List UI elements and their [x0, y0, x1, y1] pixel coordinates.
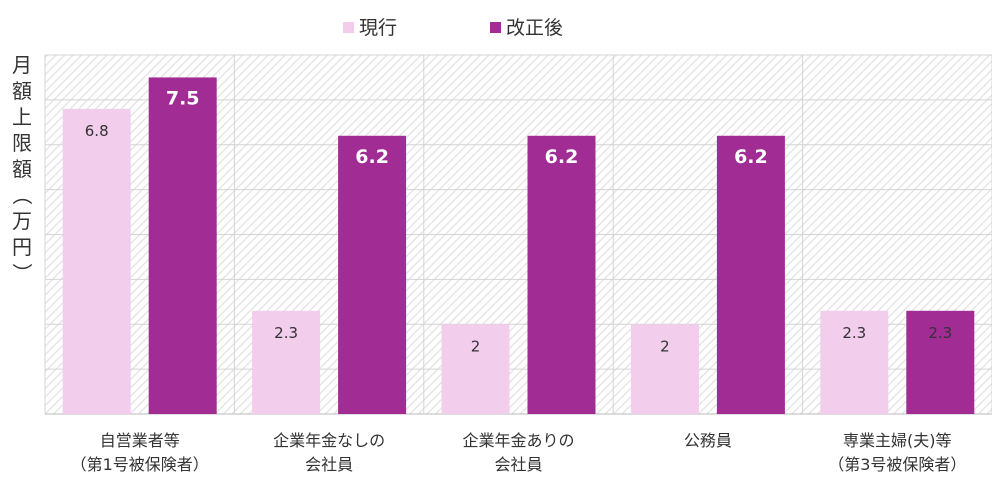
legend-label: 改正後 — [506, 17, 563, 39]
data-label: 7.5 — [166, 87, 200, 109]
x-tick-label: （第1号被保険者） — [71, 455, 209, 474]
y-axis-label-glyph: 額 — [12, 157, 32, 181]
y-axis-label-glyph: 額 — [12, 79, 32, 103]
x-tick-label: 企業年金なしの — [273, 431, 385, 450]
bar-current — [252, 310, 321, 414]
bar-current — [62, 108, 131, 414]
bar-current — [630, 324, 699, 414]
x-tick-label: 会社員 — [305, 455, 353, 474]
legend-label: 現行 — [359, 17, 397, 39]
data-label: 6.2 — [355, 146, 389, 168]
y-axis-label-glyph: 万 — [12, 209, 32, 233]
data-label: 2 — [471, 337, 481, 355]
y-axis-label-glyph: （ — [10, 185, 34, 205]
data-label: 6.8 — [85, 122, 109, 140]
bars — [62, 77, 975, 414]
bar-revised — [716, 135, 785, 414]
x-tick-label: 専業主婦(夫)等 — [843, 431, 952, 450]
legend-swatch — [490, 22, 501, 33]
bar-revised — [906, 310, 975, 414]
bar-current — [441, 324, 510, 414]
y-axis-label-glyph: ） — [10, 263, 34, 283]
bar-revised — [148, 77, 217, 414]
data-label: 2.3 — [928, 324, 952, 342]
x-tick-label: 自営業者等 — [100, 431, 180, 450]
y-axis-label-glyph: 月 — [12, 53, 32, 77]
value-labels: 6.8 7.5 2.3 6.2 2 6.2 2 6.2 2.3 2.3 — [85, 87, 952, 355]
data-label: 6.2 — [545, 146, 579, 168]
bar-revised — [338, 135, 407, 414]
data-label: 2.3 — [842, 324, 866, 342]
data-label: 6.2 — [734, 146, 768, 168]
bar-current — [820, 310, 889, 414]
y-axis-label-glyph: 上 — [12, 105, 32, 129]
legend-swatch — [343, 22, 354, 33]
x-tick-label: （第3号被保険者） — [828, 455, 966, 474]
data-label: 2.3 — [274, 324, 298, 342]
x-tick-label: 会社員 — [494, 455, 542, 474]
legend: 現行 改正後 — [343, 17, 563, 39]
x-tick-label: 公務員 — [684, 431, 732, 450]
bar-revised — [527, 135, 596, 414]
y-axis-label-glyph: 円 — [12, 235, 32, 259]
y-axis-label-glyph: 限 — [12, 131, 32, 155]
x-tick-label: 企業年金ありの — [462, 431, 574, 450]
data-label: 2 — [660, 337, 670, 355]
